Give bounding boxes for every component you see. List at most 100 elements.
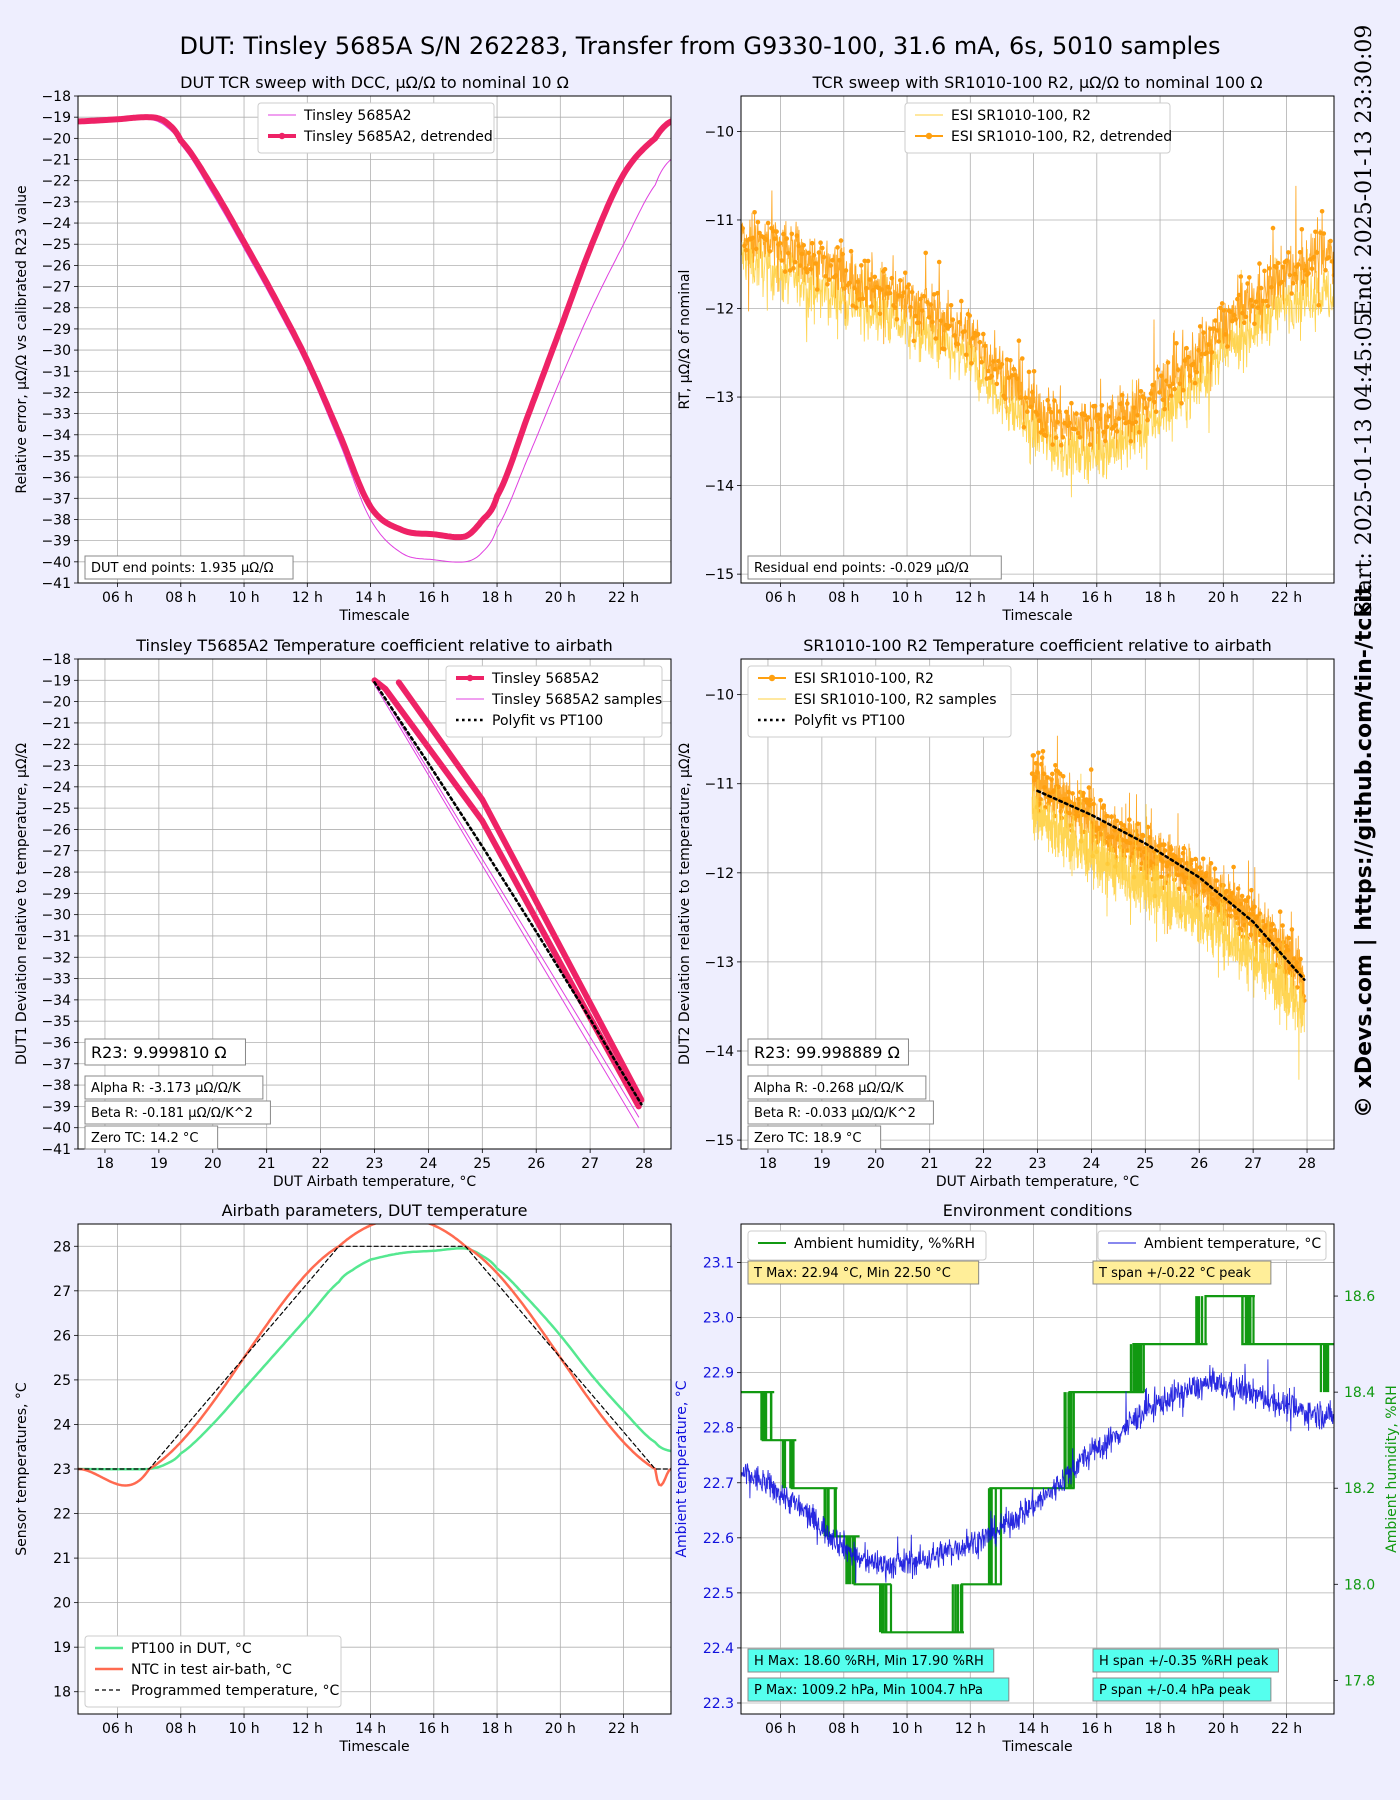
series-point (1118, 401, 1123, 407)
series-point (1294, 960, 1299, 965)
annotation-box (747, 1100, 934, 1125)
series-point (884, 291, 889, 296)
y-tick-label: −26 (41, 822, 71, 838)
series-point (1098, 798, 1103, 803)
y-tick-label: 22.5 (703, 1586, 734, 1602)
series-point (772, 236, 778, 241)
y-tick-label: −40 (41, 555, 71, 571)
y-axis-label: Sensor temperatures, °C (14, 1382, 30, 1556)
x-tick-label: 21 (921, 1156, 939, 1172)
series-point (1323, 267, 1328, 273)
series-point (1243, 314, 1249, 320)
series-point (1199, 351, 1205, 357)
series-point (1087, 442, 1093, 447)
x-axis-label: Timescale (338, 608, 409, 624)
y-tick-label: 22.7 (703, 1476, 734, 1492)
series-point (1244, 898, 1250, 904)
y-tick-label: 21 (53, 1551, 71, 1567)
x-tick-label: 06 h (102, 590, 133, 606)
x-axis-label: Timescale (1001, 1739, 1072, 1755)
y-tick-label: −29 (41, 886, 71, 902)
y-tick-label: −36 (41, 1035, 71, 1051)
series-point (1145, 824, 1151, 830)
series-point (1035, 412, 1040, 417)
annotation-box (747, 1075, 927, 1100)
series-point (1269, 285, 1274, 290)
x-tick-label: 12 h (955, 590, 986, 606)
series-point (1212, 866, 1218, 871)
series-point (1058, 442, 1064, 448)
x-tick-label: 06 h (765, 1721, 796, 1737)
series-point (892, 305, 898, 310)
y-tick-label: −34 (41, 428, 71, 444)
chart-p1: 06 h 08 h 10 h 12 h 14 h 16 h 18 h 20 h 22 h −41 −… (14, 73, 672, 624)
series-point (882, 267, 888, 272)
series-point (1165, 360, 1171, 365)
series-point (1298, 956, 1303, 962)
series-point (918, 296, 923, 302)
chart-p2: 06 h 08 h 10 h 12 h 14 h 16 h 18 h 20 h 22 h −15 −… (677, 73, 1335, 624)
plot-frame (740, 658, 1335, 1150)
x-tick-label: 10 h (891, 590, 922, 606)
series-point (1215, 895, 1221, 900)
y-tick-label: −32 (41, 950, 71, 966)
legend-label: Polyfit vs PT100 (794, 713, 905, 729)
y-tick-label: −14 (704, 1044, 734, 1060)
series-point (1141, 395, 1147, 401)
x-tick-label: 27 (1244, 1156, 1262, 1172)
series-point (1021, 425, 1027, 430)
x-tick-label: 22 (312, 1156, 330, 1172)
series-point (1104, 813, 1110, 819)
annotation: H span +/-0.35 %RH peak (1092, 1648, 1279, 1673)
series-point (1233, 317, 1238, 322)
y-tick-label: −23 (41, 195, 71, 211)
y-tick-label: −22 (41, 174, 71, 190)
y-tick-label: −19 (41, 673, 71, 689)
series-point (1189, 857, 1194, 863)
y-tick-label: −36 (41, 470, 71, 486)
series-point (1141, 849, 1147, 855)
x-tick-label: 10 h (891, 1721, 922, 1737)
legend: PT100 in DUT, °C NTC in test air-bath, °C… (84, 1635, 342, 1708)
y-tick-label: −11 (704, 777, 734, 793)
x-tick-label: 22 h (1271, 590, 1302, 606)
annotation-box (1092, 1677, 1272, 1702)
x-tick-label: 24 (419, 1156, 437, 1172)
series-point (1099, 832, 1104, 837)
series-point (1224, 888, 1229, 894)
series-point (1162, 848, 1168, 853)
annotation-box (84, 1125, 219, 1150)
series-point (1039, 761, 1044, 767)
x-tick-label: 20 h (1208, 1721, 1239, 1737)
x-axis-label: Timescale (1001, 608, 1072, 624)
figure-title: DUT: Tinsley 5685A S/N 262283, Transfer … (180, 32, 1221, 60)
series-point (1099, 403, 1105, 408)
series-point (1101, 803, 1106, 808)
y-tick-label: −28 (41, 865, 71, 881)
series-point (1139, 861, 1145, 866)
series-point (1196, 348, 1201, 353)
series-point (1177, 381, 1183, 387)
series-point (1035, 770, 1040, 775)
series-point (1285, 947, 1291, 953)
series-point (879, 287, 884, 292)
series-point (1280, 264, 1286, 270)
series-point (1125, 401, 1130, 406)
series-point (1127, 840, 1133, 846)
series-point (1074, 809, 1080, 814)
series-point (808, 266, 813, 272)
annotation-text: Alpha R: -0.268 µΩ/Ω/K (754, 1081, 904, 1096)
series-point (1289, 927, 1295, 932)
chart-p6: 06 h 08 h 10 h 12 h 14 h 16 h 18 h 20 h 22 h 22.3… (674, 1201, 1400, 1755)
annotation-text: Beta R: -0.033 µΩ/Ω/K^2 (754, 1106, 916, 1121)
y-tick-label: −21 (41, 153, 71, 169)
annotation-text: H Max: 18.60 %RH, Min 17.90 %RH (754, 1654, 984, 1669)
series-point (1045, 775, 1050, 780)
series-point (1297, 250, 1303, 255)
y-tick-label: −12 (704, 866, 734, 882)
series-point (1091, 801, 1096, 807)
annotation: R23: 9.999810 Ω (84, 1038, 246, 1066)
series-point (767, 249, 773, 254)
series-point (840, 251, 845, 257)
series-point (1114, 818, 1120, 824)
